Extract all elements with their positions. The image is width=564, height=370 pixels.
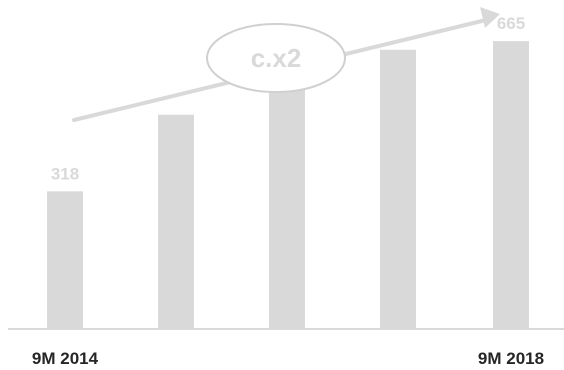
category-label-5: 9M 2018	[478, 349, 544, 368]
data-label-bar-1: 318	[51, 164, 79, 183]
bar-1	[47, 191, 83, 329]
bar-2	[158, 114, 194, 329]
data-labels-group: 318 665	[51, 14, 525, 183]
growth-annotation: c.x2	[72, 7, 500, 122]
bar-4	[380, 49, 416, 329]
data-label-bar-5: 665	[497, 14, 525, 33]
category-label-1: 9M 2014	[32, 349, 99, 368]
bar-5	[493, 41, 529, 329]
category-labels-group: 9M 2014 9M 2018	[32, 349, 544, 368]
annotation-ellipse	[206, 23, 346, 93]
bars-group	[47, 41, 529, 329]
annotation-text: c.x2	[251, 43, 302, 73]
growth-arrowhead-icon	[480, 7, 500, 28]
bar-3	[269, 86, 305, 329]
